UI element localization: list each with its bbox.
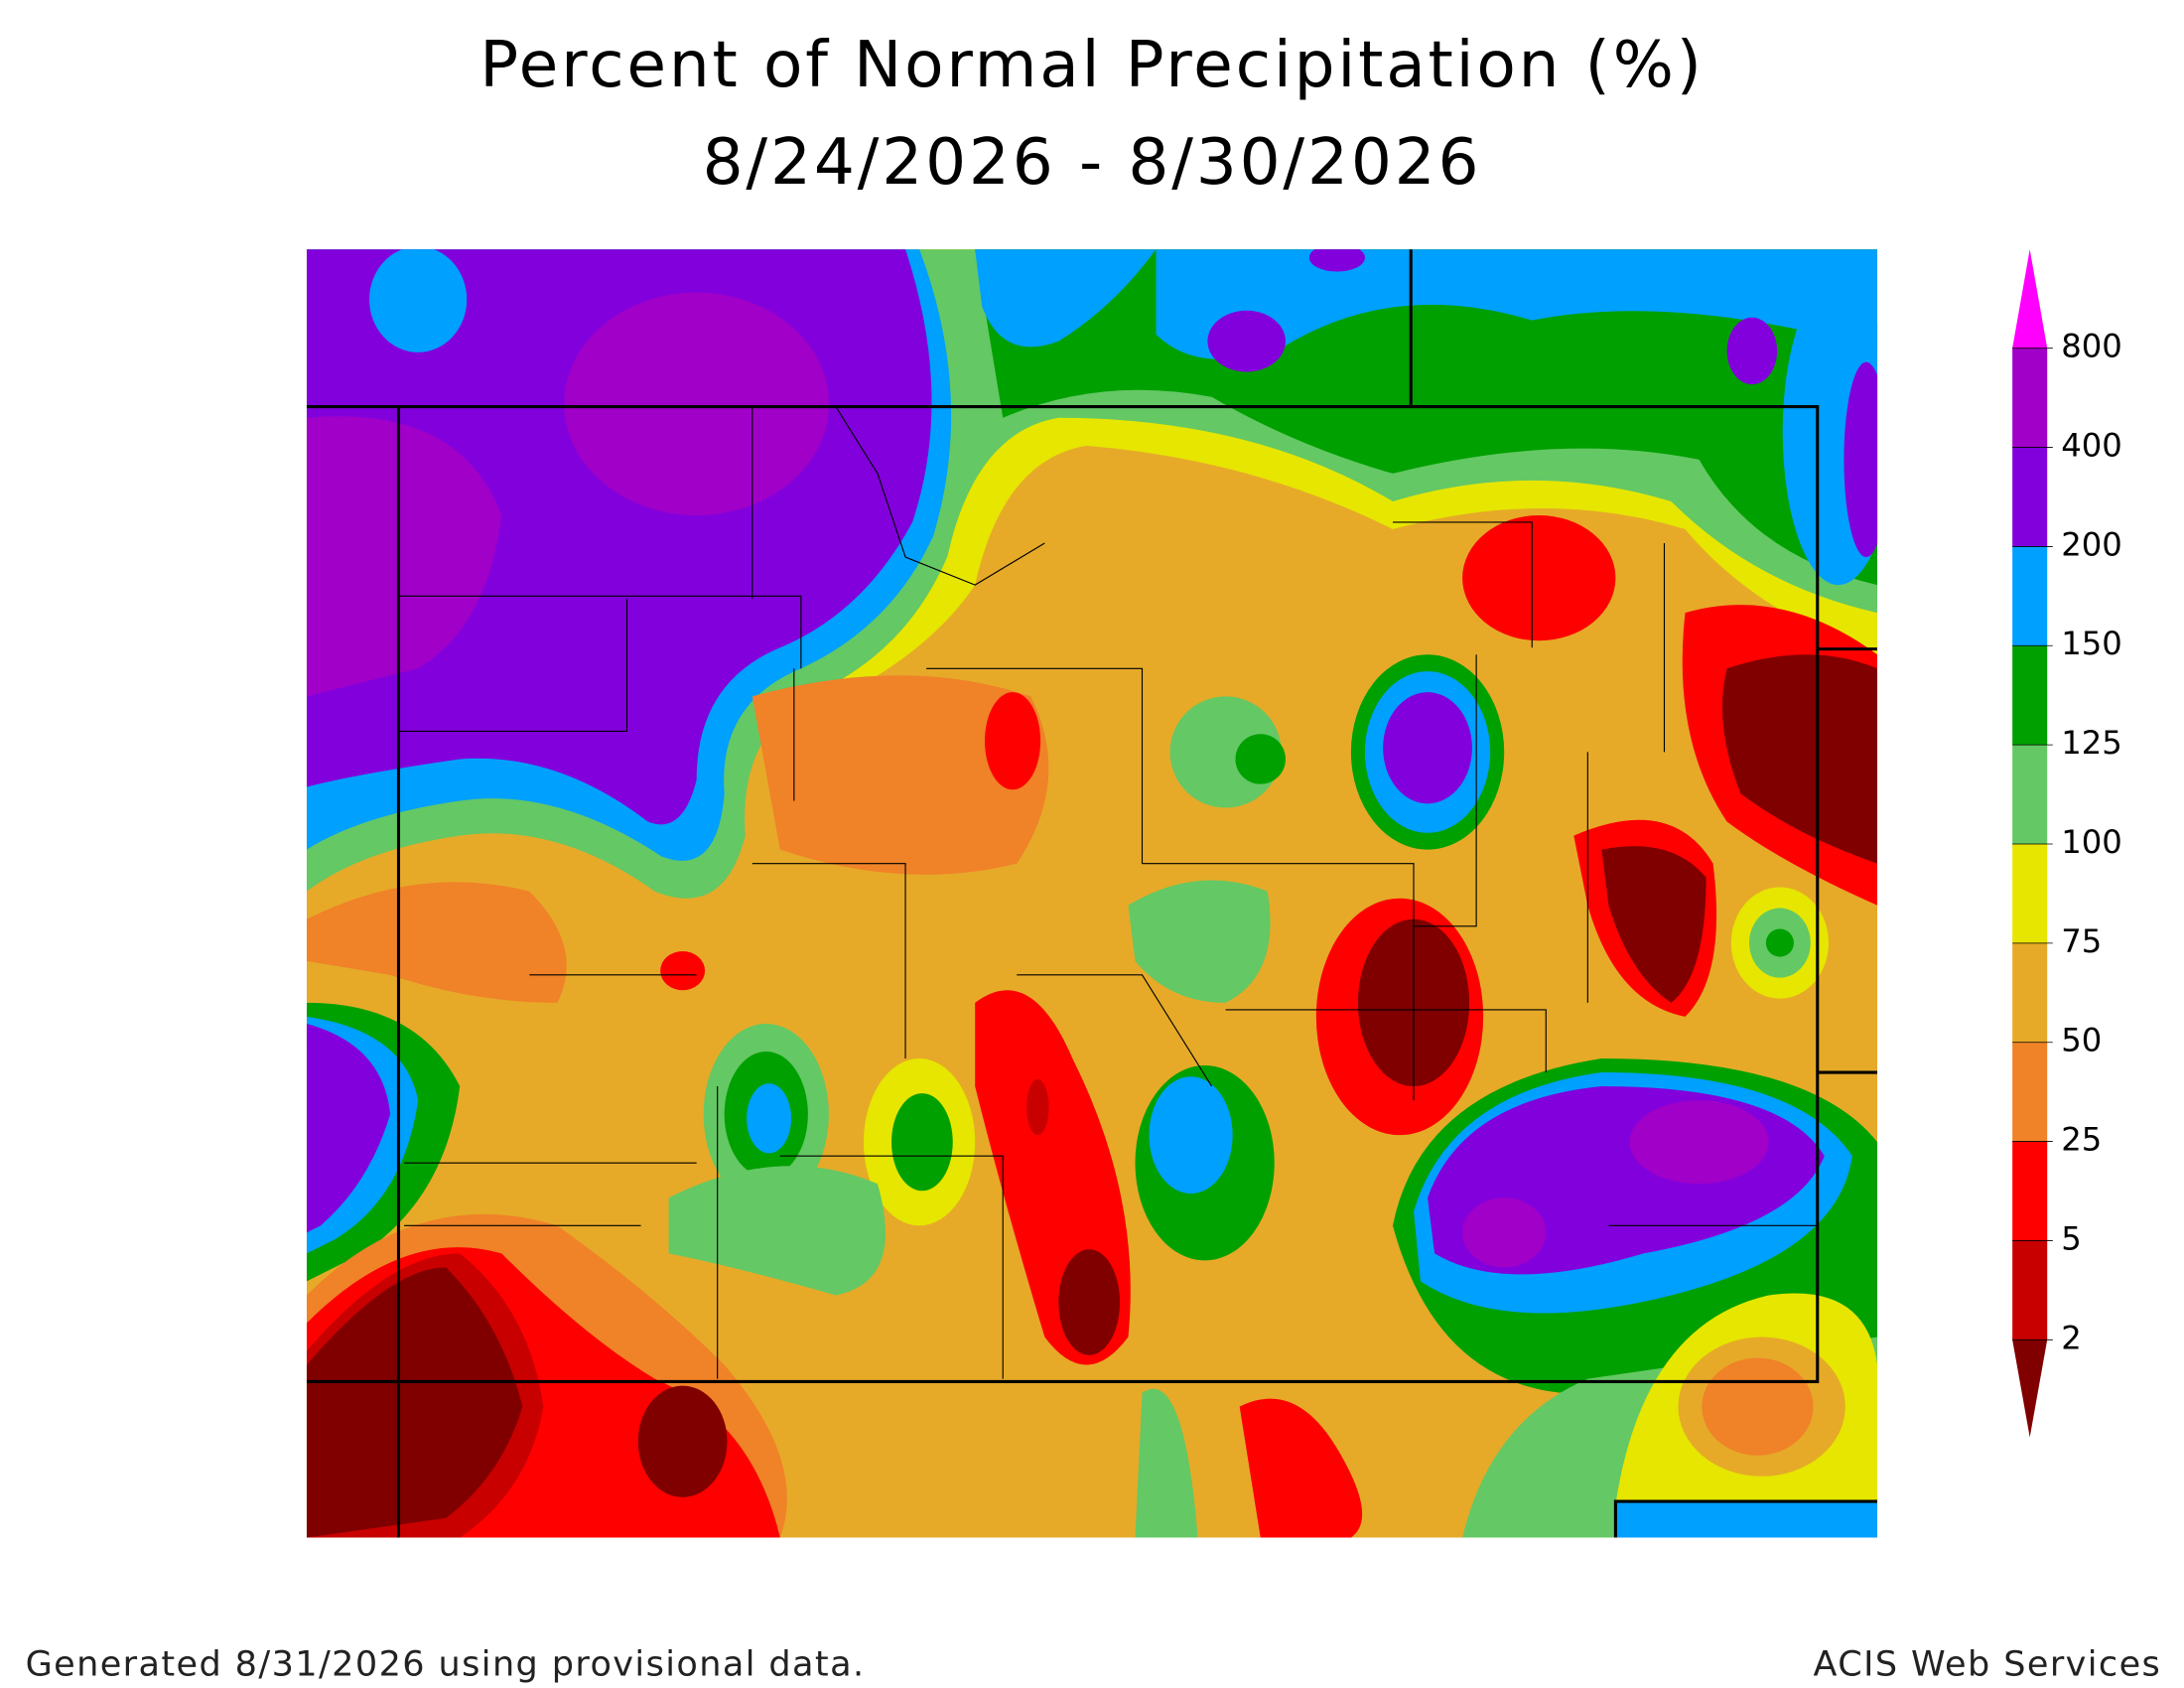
legend-label: 50 <box>2061 1022 2102 1059</box>
legend-arrow-high <box>2012 249 2048 349</box>
legend-label: 200 <box>2061 525 2122 563</box>
legend-swatch <box>2012 546 2048 646</box>
legend-swatch <box>2012 942 2048 1043</box>
legend-label: 25 <box>2061 1121 2102 1159</box>
legend-swatch <box>2012 1240 2048 1340</box>
legend-swatch <box>2012 1141 2048 1241</box>
legend-swatch <box>2012 645 2048 746</box>
legend-label: 150 <box>2061 625 2122 662</box>
precip-map <box>306 249 1878 1538</box>
subtitle: 8/24/2026 - 8/30/2026 <box>703 125 1482 200</box>
legend-arrow-low <box>2012 1339 2048 1438</box>
title: Percent of Normal Precipitation (%) <box>479 28 1704 102</box>
legend-label: 5 <box>2061 1219 2082 1257</box>
footer-credit: ACIS Web Services <box>1813 1643 2161 1684</box>
legend-swatch <box>2012 348 2048 448</box>
legend-label: 2 <box>2061 1319 2082 1356</box>
legend-label: 400 <box>2061 427 2122 465</box>
legend-label: 800 <box>2061 328 2122 365</box>
legend-swatch <box>2012 745 2048 844</box>
legend-label: 125 <box>2061 724 2122 762</box>
footer-note: Generated 8/31/2026 using provisional da… <box>26 1643 866 1684</box>
legend-label: 75 <box>2061 922 2102 960</box>
legend-swatch <box>2012 1042 2048 1142</box>
legend-swatch <box>2012 447 2048 547</box>
legend-label: 100 <box>2061 823 2122 861</box>
legend-swatch <box>2012 844 2048 943</box>
